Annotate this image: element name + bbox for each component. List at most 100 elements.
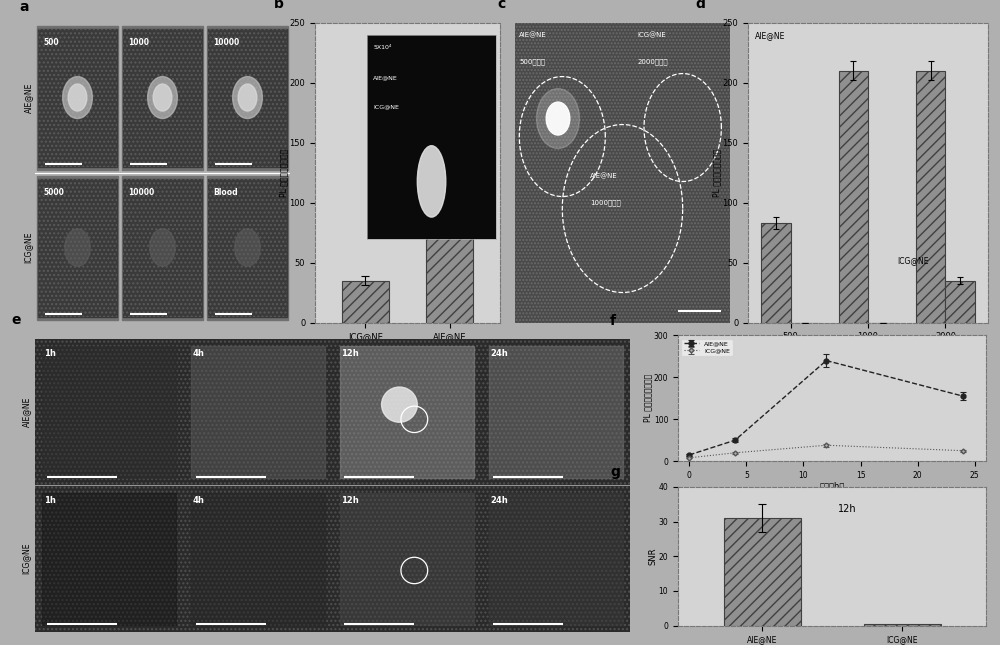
Bar: [945, 281, 975, 322]
Bar: [123, 179, 202, 317]
Ellipse shape: [238, 84, 257, 111]
Bar: [864, 624, 940, 626]
Text: 2000个细胞: 2000个细胞: [638, 59, 668, 65]
Bar: [184, 339, 332, 485]
Text: AIE@NE: AIE@NE: [24, 83, 33, 113]
Text: ICG@NE: ICG@NE: [22, 543, 31, 575]
Text: 1h: 1h: [44, 349, 56, 358]
Text: ICG@NE: ICG@NE: [638, 32, 666, 38]
Text: 24h: 24h: [490, 349, 508, 358]
Circle shape: [382, 387, 417, 422]
Bar: [37, 175, 118, 319]
Bar: [42, 493, 176, 625]
Text: 1000个细胞: 1000个细胞: [590, 199, 621, 206]
Bar: [38, 28, 117, 166]
Bar: [332, 485, 481, 632]
Text: d: d: [695, 0, 705, 10]
Bar: [184, 339, 332, 485]
Bar: [208, 179, 287, 317]
Bar: [340, 346, 474, 478]
Text: 12h: 12h: [838, 504, 857, 513]
Bar: [191, 346, 325, 478]
Ellipse shape: [150, 229, 175, 266]
Bar: [481, 485, 630, 632]
Bar: [123, 179, 202, 317]
Text: AIE@NE: AIE@NE: [755, 32, 786, 41]
Bar: [342, 281, 389, 322]
Text: AIE@NE: AIE@NE: [519, 32, 547, 38]
Bar: [481, 339, 630, 485]
Text: a: a: [20, 0, 29, 14]
Bar: [35, 339, 184, 485]
Bar: [38, 28, 117, 166]
Bar: [123, 28, 202, 166]
Text: 4h: 4h: [193, 495, 205, 504]
Bar: [184, 485, 332, 632]
Y-axis label: SNR: SNR: [648, 548, 657, 565]
Circle shape: [536, 88, 580, 148]
Text: 10000: 10000: [129, 188, 155, 197]
Bar: [208, 179, 287, 317]
Text: Blood: Blood: [214, 188, 238, 197]
Text: 5000: 5000: [44, 188, 64, 197]
Text: f: f: [610, 314, 616, 328]
Text: 12h: 12h: [341, 495, 359, 504]
Text: 10000: 10000: [214, 37, 240, 46]
Text: 1h: 1h: [44, 495, 56, 504]
Bar: [35, 485, 184, 632]
Text: 500: 500: [44, 37, 59, 46]
Bar: [123, 28, 202, 166]
Bar: [340, 493, 474, 625]
Bar: [207, 26, 288, 170]
Bar: [489, 493, 623, 625]
Y-axis label: PL 强度（任意单位）: PL 强度（任意单位）: [279, 148, 288, 197]
Text: e: e: [11, 313, 21, 327]
Text: 24h: 24h: [490, 495, 508, 504]
Legend: AIE@NE, ICG@NE: AIE@NE, ICG@NE: [681, 339, 733, 356]
Text: ICG@NE: ICG@NE: [897, 257, 928, 266]
X-axis label: 细胞数: 细胞数: [860, 344, 876, 353]
Text: 1000: 1000: [129, 37, 150, 46]
Y-axis label: PL 强度（任意单位）: PL 强度（任意单位）: [712, 148, 721, 197]
Bar: [426, 70, 473, 322]
Ellipse shape: [148, 77, 177, 119]
Ellipse shape: [68, 84, 87, 111]
Bar: [489, 346, 623, 478]
Text: 12h: 12h: [341, 349, 359, 358]
Bar: [481, 339, 630, 485]
Bar: [332, 339, 481, 485]
Bar: [724, 518, 800, 626]
Bar: [35, 339, 184, 485]
Bar: [839, 70, 868, 322]
Bar: [122, 26, 203, 170]
Text: 500个细胞: 500个细胞: [519, 59, 545, 65]
Bar: [208, 28, 287, 166]
Bar: [207, 175, 288, 319]
Ellipse shape: [63, 77, 92, 119]
Bar: [332, 485, 481, 632]
Ellipse shape: [235, 229, 260, 266]
X-axis label: 时间（h）: 时间（h）: [819, 481, 845, 490]
Bar: [481, 485, 630, 632]
Bar: [184, 485, 332, 632]
Bar: [191, 493, 325, 625]
Text: g: g: [610, 464, 620, 479]
Text: c: c: [498, 0, 506, 10]
Ellipse shape: [233, 77, 262, 119]
Ellipse shape: [153, 84, 172, 111]
Bar: [122, 175, 203, 319]
Bar: [916, 70, 945, 322]
Bar: [35, 485, 184, 632]
Text: ICG@NE: ICG@NE: [24, 232, 33, 263]
Bar: [38, 179, 117, 317]
Text: AIE@NE: AIE@NE: [22, 397, 31, 427]
Text: b: b: [274, 0, 284, 10]
Bar: [208, 28, 287, 166]
Y-axis label: PL 强度（任意单位）: PL 强度（任意单位）: [643, 374, 652, 422]
Circle shape: [546, 102, 570, 135]
Text: AIE@NE: AIE@NE: [590, 172, 618, 179]
Bar: [761, 223, 791, 322]
Text: 4h: 4h: [193, 349, 205, 358]
Bar: [332, 339, 481, 485]
Bar: [42, 346, 176, 478]
